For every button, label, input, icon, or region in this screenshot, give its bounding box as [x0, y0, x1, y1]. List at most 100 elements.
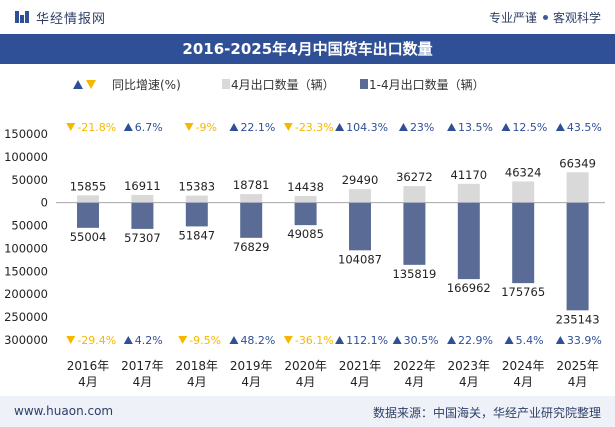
x-tick-label-month: 4月	[405, 375, 425, 389]
legend-down-triangle-icon	[86, 80, 96, 89]
growth-value: 22.1%	[240, 121, 275, 134]
cumulative-value-label: 175765	[501, 285, 545, 299]
growth-down-triangle-icon	[283, 336, 293, 344]
april-value-label: 18781	[233, 178, 270, 192]
footer-url: www.huaon.com	[14, 404, 114, 418]
bar-cumulative	[512, 202, 535, 284]
growth-up-triangle-icon	[335, 123, 345, 131]
footer-source: 数据来源：中国海关，华经产业研究院整理	[372, 406, 601, 420]
growth-up-triangle-icon	[123, 123, 133, 131]
legend-april-label: 4月出口数量（辆）	[231, 77, 335, 92]
growth-april: 6.7%	[123, 121, 163, 134]
x-tick-label-year: 2019年	[230, 359, 273, 373]
growth-up-triangle-icon	[447, 336, 457, 344]
x-tick-label-year: 2022年	[393, 359, 436, 373]
growth-value: -9%	[196, 121, 217, 134]
legend-cumulative-label: 1-4月出口数量（辆）	[369, 77, 485, 92]
legend: 同比增速(%) 4月出口数量（辆） 1-4月出口数量（辆）	[73, 77, 485, 92]
growth-april: 22.1%	[229, 121, 275, 134]
growth-april: -23.3%	[283, 121, 334, 134]
growth-down-triangle-icon	[66, 123, 76, 131]
growth-cumulative: 4.2%	[123, 334, 163, 347]
growth-cumulative: 5.4%	[504, 334, 544, 347]
bar-cumulative	[77, 202, 99, 228]
growth-cumulative: 30.5%	[392, 334, 439, 347]
x-tick-label-month: 4月	[133, 375, 153, 389]
bar-april	[294, 196, 317, 203]
growth-value: 13.5%	[458, 121, 493, 134]
growth-value: 23%	[410, 121, 434, 134]
legend-up-triangle-icon	[73, 80, 83, 89]
bars	[77, 172, 589, 311]
y-tick-label: 250000	[4, 310, 48, 324]
growth-april: 23%	[398, 121, 434, 134]
bar-cumulative	[185, 202, 208, 227]
x-tick-label-year: 2024年	[502, 359, 545, 373]
legend-cumulative-swatch	[360, 79, 368, 89]
y-tick-label: 0	[41, 196, 48, 210]
growth-april: -9%	[184, 121, 217, 134]
bar-april	[131, 194, 154, 203]
value-labels: 15855 55004 16911 57307 15383 51847 18781 76829…	[70, 156, 600, 326]
growth-value: -21.8%	[77, 121, 116, 134]
growth-cumulative: 112.1%	[335, 334, 388, 347]
y-axis: 150000 100000 50000 0 50000 100000 150000 20000…	[4, 127, 605, 347]
slogan-dot-icon	[542, 15, 548, 20]
bar-april	[240, 194, 263, 203]
cumulative-value-label: 104087	[338, 252, 382, 266]
growth-up-triangle-icon	[398, 123, 408, 131]
cumulative-value-label: 235143	[556, 312, 600, 326]
bar-april	[457, 183, 480, 203]
y-tick-label: 200000	[4, 287, 48, 301]
bar-cumulative	[131, 202, 154, 229]
growth-up-triangle-icon	[392, 336, 402, 344]
bar-chart: 同比增速(%) 4月出口数量（辆） 1-4月出口数量（辆） 150000 1000…	[4, 77, 605, 389]
footer: www.huaon.com 数据来源：中国海关，华经产业研究院整理	[0, 396, 615, 427]
growth-up-triangle-icon	[555, 123, 565, 131]
x-tick-label-month: 4月	[568, 375, 588, 389]
growth-cumulative: -9.5%	[178, 334, 221, 347]
growth-cumulative: 33.9%	[555, 334, 602, 347]
growth-value: 48.2%	[240, 334, 275, 347]
growth-down-triangle-icon	[66, 336, 76, 344]
cumulative-value-label: 51847	[179, 228, 216, 242]
growth-april: 104.3%	[335, 121, 388, 134]
growth-value: -36.1%	[295, 334, 334, 347]
april-value-label: 16911	[124, 179, 161, 193]
april-value-label: 29490	[342, 173, 379, 187]
bar-cumulative	[566, 202, 589, 311]
growth-down-triangle-icon	[178, 336, 188, 344]
bar-april	[77, 195, 99, 203]
april-value-label: 36272	[396, 170, 433, 184]
legend-growth-label: 同比增速(%)	[112, 78, 181, 92]
growth-value: -29.4%	[77, 334, 116, 347]
x-tick-label-month: 4月	[241, 375, 261, 389]
growth-up-triangle-icon	[555, 336, 565, 344]
growth-april: -21.8%	[66, 121, 116, 134]
growth-value: 6.7%	[135, 121, 163, 134]
bar-cumulative	[457, 202, 480, 280]
growth-value: -9.5%	[189, 334, 221, 347]
x-tick-label-month: 4月	[350, 375, 370, 389]
x-axis: 2016年 4月 2017年 4月 2018年 4月 2019年 4月 2020年 4月 2021年…	[67, 359, 599, 389]
cumulative-value-label: 49085	[287, 227, 324, 241]
chart-title: 2016-2025年4月中国货车出口数量	[182, 40, 433, 58]
growth-up-triangle-icon	[447, 123, 457, 131]
growth-value: -23.3%	[295, 121, 334, 134]
bar-april	[185, 195, 208, 203]
bar-april	[349, 189, 371, 203]
cumulative-value-label: 55004	[70, 230, 107, 244]
x-tick-label-month: 4月	[459, 375, 479, 389]
x-tick-label-year: 2023年	[448, 359, 491, 373]
x-tick-label-year: 2021年	[339, 359, 382, 373]
growth-down-triangle-icon	[184, 123, 194, 131]
growth-april: 43.5%	[555, 121, 602, 134]
slogan: 专业严谨 客观科学	[489, 9, 601, 26]
growth-down-triangle-icon	[283, 123, 293, 131]
slogan-right: 客观科学	[552, 11, 601, 25]
growth-up-triangle-icon	[229, 336, 239, 344]
bar-cumulative	[240, 202, 263, 238]
cumulative-value-label: 76829	[233, 240, 270, 254]
x-tick-label-year: 2016年	[67, 359, 110, 373]
growth-april: 12.5%	[501, 121, 547, 134]
